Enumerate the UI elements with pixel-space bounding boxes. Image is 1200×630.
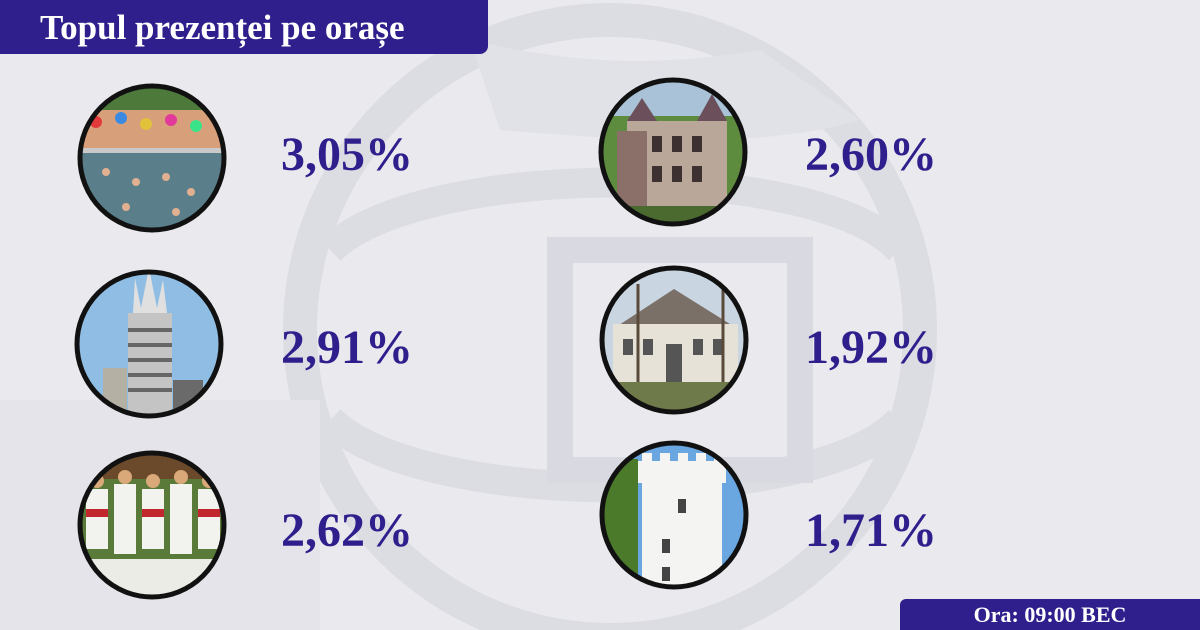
city-photo-2 [597, 76, 749, 228]
city-photo-5 [76, 449, 228, 601]
page-title: Topul prezenței pe orașe [40, 7, 405, 47]
castle-photo-icon [598, 77, 748, 227]
city-percent-5: 2,62% [281, 504, 413, 557]
time-banner: Ora: 09:00 BEC [900, 599, 1200, 630]
title-banner: Topul prezenței pe orașe [0, 0, 488, 54]
city-photo-4 [598, 264, 750, 416]
city-percent-3: 2,91% [281, 321, 413, 374]
city-percent-1: 3,05% [281, 128, 413, 181]
tower-block-photo-icon [74, 269, 224, 419]
folk-ensemble-photo-icon [77, 450, 227, 600]
city-percent-6: 1,71% [805, 504, 937, 557]
time-label: Ora: 09:00 BEC [973, 601, 1127, 627]
city-percent-4: 1,92% [805, 321, 937, 374]
city-photo-6 [598, 439, 750, 591]
manor-house-photo-icon [599, 265, 749, 415]
city-photo-1 [76, 82, 228, 234]
city-photo-3 [73, 268, 225, 420]
thermal-pool-photo-icon [77, 83, 227, 233]
white-tower-photo-icon [599, 440, 749, 590]
city-percent-2: 2,60% [805, 128, 937, 181]
